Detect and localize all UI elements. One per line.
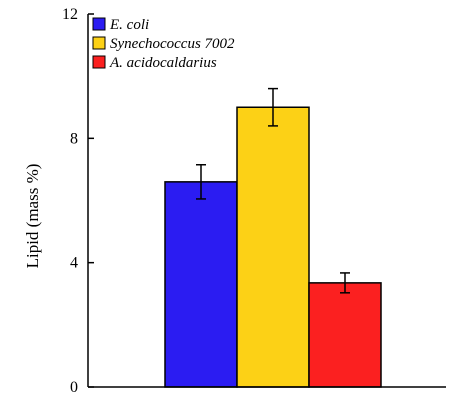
bar-synechococcus-7002 bbox=[236, 106, 310, 388]
legend: E. coli Synechococcus 7002 A. acidocaldari… bbox=[92, 17, 235, 71]
bar-a-acidocaldarius bbox=[308, 282, 382, 388]
error-bar-group bbox=[196, 87, 350, 294]
bar-e-coli bbox=[164, 181, 238, 388]
legend-label-a-acidocaldarius: A. acidocaldarius bbox=[109, 55, 217, 71]
axes bbox=[87, 14, 446, 388]
y-tick-label-0: 0 bbox=[70, 379, 78, 396]
y-axis-ticks: 0 4 8 12 bbox=[62, 6, 94, 396]
legend-swatch-a-acidocaldarius bbox=[92, 55, 106, 69]
y-axis-title: Lipid (mass %) bbox=[23, 164, 42, 269]
legend-swatch-e-coli bbox=[92, 17, 106, 31]
y-tick-label-8: 8 bbox=[70, 130, 78, 147]
y-tick-label-12: 12 bbox=[62, 6, 78, 23]
legend-label-e-coli: E. coli bbox=[109, 17, 149, 33]
y-tick-label-4: 4 bbox=[70, 255, 78, 272]
legend-label-synechococcus-7002: Synechococcus 7002 bbox=[110, 36, 235, 52]
bar-group bbox=[164, 106, 382, 388]
legend-swatch-synechococcus-7002 bbox=[92, 36, 106, 50]
